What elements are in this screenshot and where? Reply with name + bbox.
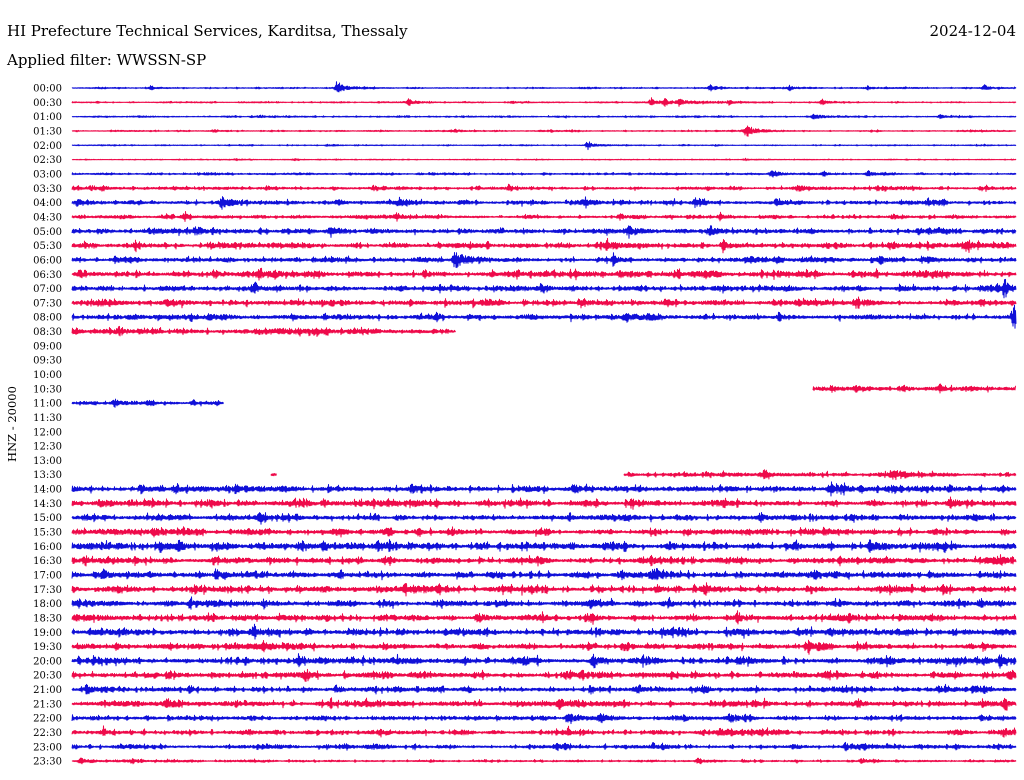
trace-1630 (71, 554, 1017, 567)
row-label-0600: 06:00 (33, 255, 62, 266)
trace-2030 (71, 668, 1017, 682)
row-label-0830: 08:30 (33, 327, 62, 338)
trace-1100 (71, 398, 224, 408)
traces (71, 81, 1017, 765)
row-label-0800: 08:00 (33, 313, 62, 324)
row-label-1530: 15:30 (33, 528, 62, 539)
trace-0630 (71, 267, 1017, 281)
row-label-2000: 20:00 (33, 656, 62, 667)
trace-0030 (71, 97, 1017, 107)
row-label-1000: 10:00 (33, 370, 62, 381)
trace-0230 (71, 157, 1017, 162)
trace-0100 (71, 113, 1017, 120)
trace-0530 (71, 237, 1017, 254)
row-label-2130: 21:30 (33, 699, 62, 710)
trace-2200 (71, 713, 1017, 725)
row-label-0200: 02:00 (33, 141, 62, 152)
row-label-2330: 23:30 (33, 757, 62, 768)
row-label-0730: 07:30 (33, 298, 62, 309)
row-label-1400: 14:00 (33, 485, 62, 496)
trace-0700 (71, 278, 1017, 299)
row-label-1900: 19:00 (33, 628, 62, 639)
row-label-1030: 10:30 (33, 384, 62, 395)
row-label-2300: 23:00 (33, 742, 62, 753)
row-label-1100: 11:00 (33, 399, 62, 410)
trace-1600 (71, 539, 1017, 554)
row-label-0900: 09:00 (33, 341, 62, 352)
trace-0400 (71, 196, 1017, 210)
trace-1700 (71, 568, 1017, 581)
trace-0800 (71, 304, 1017, 329)
filter-label: Applied filter: WWSSN-SP (6, 51, 206, 69)
trace-1530 (71, 526, 1017, 538)
row-label-0930: 09:30 (33, 356, 62, 367)
trace-0000 (71, 81, 1017, 93)
row-label-2230: 22:30 (33, 728, 62, 739)
trace-0130 (71, 125, 1017, 137)
row-label-0230: 02:30 (33, 155, 62, 166)
trace-2130 (71, 697, 1017, 711)
trace-2300 (71, 741, 1017, 752)
row-label-1730: 17:30 (33, 585, 62, 596)
trace-1730 (71, 582, 1017, 597)
row-labels: 00:00 00:30 01:00 01:30 02:00 02:30 03:00 03:30… (33, 84, 62, 768)
row-label-1130: 11:30 (33, 413, 62, 424)
trace-0830 (71, 325, 456, 337)
row-label-0500: 05:00 (33, 227, 62, 238)
trace-0730 (71, 296, 1017, 309)
row-label-0300: 03:00 (33, 170, 62, 181)
trace-0500 (71, 225, 1017, 239)
row-label-1430: 14:30 (33, 499, 62, 510)
row-label-2200: 22:00 (33, 714, 62, 725)
trace-2330 (71, 757, 1017, 765)
row-label-1700: 17:00 (33, 571, 62, 582)
row-label-1500: 15:00 (33, 513, 62, 524)
row-label-1930: 19:30 (33, 642, 62, 653)
trace-1500 (71, 512, 1017, 525)
row-label-0100: 01:00 (33, 112, 62, 123)
trace-0430 (71, 211, 1017, 222)
row-label-2030: 20:30 (33, 671, 62, 682)
trace-1900 (71, 623, 1017, 640)
row-label-0000: 00:00 (33, 84, 62, 95)
trace-2000 (71, 653, 1017, 669)
trace-1830 (71, 610, 1017, 625)
row-label-0630: 06:30 (33, 270, 62, 281)
trace-0300 (71, 170, 1017, 178)
row-label-1830: 18:30 (33, 613, 62, 624)
row-label-1600: 16:00 (33, 542, 62, 553)
row-label-1330: 13:30 (33, 470, 62, 481)
trace-1800 (71, 596, 1017, 610)
trace-0200 (71, 141, 1017, 151)
row-label-0700: 07:00 (33, 284, 62, 295)
trace-2100 (71, 683, 1017, 695)
trace-1430 (71, 496, 1017, 510)
row-label-1200: 12:00 (33, 427, 62, 438)
station-title: HI Prefecture Technical Services, Kardit… (7, 22, 408, 40)
trace-1330-seg-1 (623, 469, 1017, 481)
row-label-0330: 03:30 (33, 184, 62, 195)
row-label-1630: 16:30 (33, 556, 62, 567)
row-label-0430: 04:30 (33, 213, 62, 224)
trace-1330-seg-0 (270, 473, 277, 477)
row-label-1300: 13:00 (33, 456, 62, 467)
row-label-1800: 18:00 (33, 599, 62, 610)
row-label-0030: 00:30 (33, 98, 62, 109)
trace-1400 (71, 481, 1017, 497)
trace-0600 (71, 252, 1017, 269)
trace-0330 (71, 183, 1017, 192)
row-label-0130: 01:30 (33, 127, 62, 138)
plot-date: 2024-12-04 (930, 22, 1016, 40)
trace-1030 (812, 383, 1016, 394)
trace-1930 (71, 639, 1017, 655)
row-label-1230: 12:30 (33, 442, 62, 453)
row-label-2100: 21:00 (33, 685, 62, 696)
channel-scale-label: HNZ - 20000 (5, 386, 19, 462)
trace-2230 (71, 725, 1017, 738)
row-label-0400: 04:00 (33, 198, 62, 209)
row-label-0530: 05:30 (33, 241, 62, 252)
